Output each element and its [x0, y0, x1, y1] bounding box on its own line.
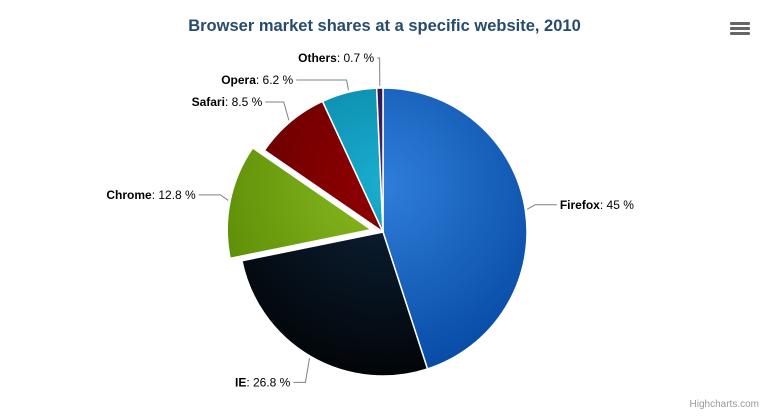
pie-slice-ie[interactable]	[241, 231, 429, 377]
pie-connector-ie	[293, 358, 310, 383]
pie-label-chrome: Chrome: 12.8 %	[106, 188, 196, 202]
credits-link[interactable]: Highcharts.com	[689, 399, 759, 410]
pie-label-others: Others: 0.7 %	[298, 51, 374, 65]
pie-connector-safari	[265, 101, 290, 121]
pie-label-safari: Safari: 8.5 %	[192, 95, 263, 109]
pie-connector-chrome	[198, 194, 229, 201]
pie-label-opera: Opera: 6.2 %	[221, 73, 293, 87]
pie-label-firefox: Firefox: 45 %	[560, 198, 634, 212]
hamburger-bar	[730, 27, 750, 30]
pie-slice-others[interactable]	[375, 87, 384, 233]
hamburger-bar	[730, 22, 750, 25]
chart-title: Browser market shares at a specific webs…	[188, 17, 581, 35]
pie-connector-others	[377, 57, 381, 87]
pie-connector-opera	[296, 79, 349, 91]
pie-label-ie: IE: 26.8 %	[235, 375, 291, 389]
export-menu-button[interactable]	[728, 20, 754, 40]
hamburger-bar	[730, 32, 750, 35]
pie-slice-firefox[interactable]	[382, 87, 528, 370]
pie-connector-firefox	[526, 204, 557, 210]
pie-slice-chrome[interactable]	[226, 147, 372, 260]
hamburger-icon	[730, 22, 750, 35]
